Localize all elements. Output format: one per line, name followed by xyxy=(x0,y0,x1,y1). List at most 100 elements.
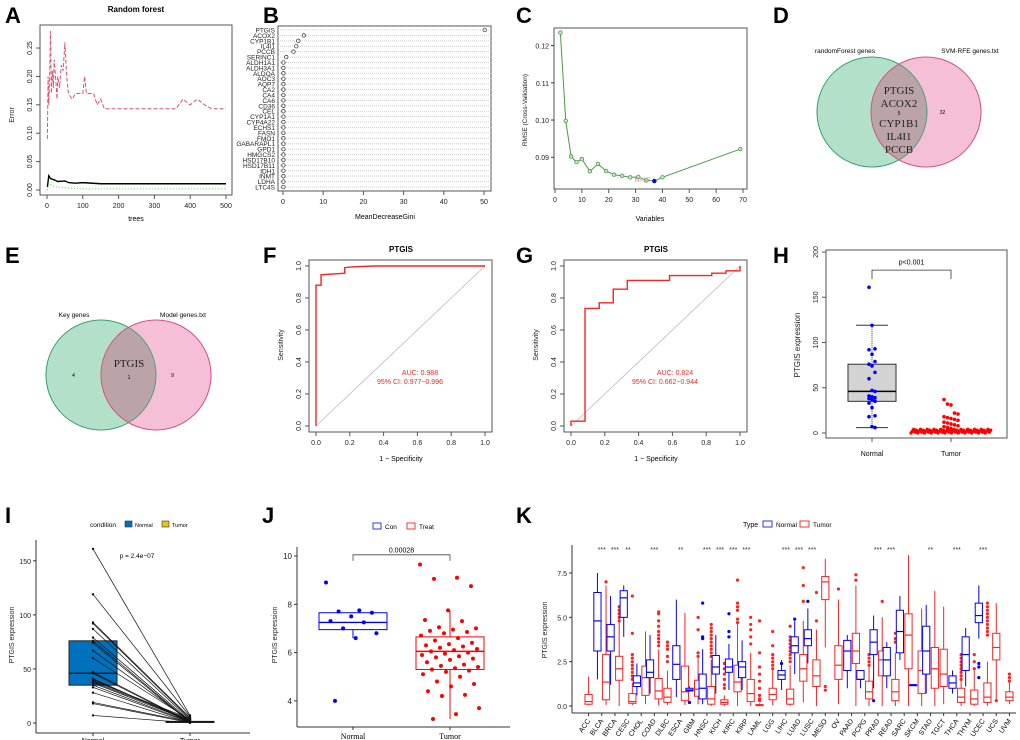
y-tick-label: 0.12 xyxy=(535,44,549,51)
normal-outlier xyxy=(793,617,797,621)
panel-label-a: A xyxy=(5,3,21,28)
significance-stars: *** xyxy=(742,547,750,554)
data-point xyxy=(467,668,471,673)
y-tick-label: 0.0 xyxy=(551,421,558,431)
x-tick-label-esca: ESCA xyxy=(668,718,685,738)
data-point xyxy=(341,626,346,631)
x-tick-label: 0.0 xyxy=(566,440,576,447)
tumor-box xyxy=(641,665,650,696)
data-point xyxy=(425,660,429,665)
y-tick-label: 0.05 xyxy=(27,155,34,169)
pair-line xyxy=(92,686,191,723)
data-point xyxy=(475,646,479,651)
data-point xyxy=(465,630,469,635)
y-tick-label: 0.2 xyxy=(551,389,558,399)
dot-fasn xyxy=(281,130,286,136)
x-tick-label: 50 xyxy=(685,197,693,204)
rmse-point xyxy=(738,146,743,152)
data-point xyxy=(438,645,442,650)
dot-il4i1 xyxy=(294,44,299,49)
dot-ldha xyxy=(281,179,286,184)
y-axis-label: PTGIS expression xyxy=(272,606,279,663)
data-point xyxy=(423,617,427,622)
tumor-outlier xyxy=(985,605,990,609)
legend-swatch-tumor xyxy=(799,520,810,528)
normal-box xyxy=(948,675,957,689)
normal-box xyxy=(790,636,799,654)
rmse-point xyxy=(660,175,665,180)
gene-label: PCCB xyxy=(257,49,275,56)
significance-bracket xyxy=(352,554,451,561)
pair-point-normal xyxy=(91,691,95,694)
pair-line xyxy=(92,684,191,723)
gene-label: HSD17B11 xyxy=(243,163,275,170)
normal-box xyxy=(672,645,681,680)
data-point xyxy=(870,405,874,410)
tumor-outlier xyxy=(630,667,634,671)
tumor-outlier xyxy=(722,686,726,690)
tumor-outlier xyxy=(836,587,841,591)
dot-idh1 xyxy=(281,168,286,173)
x-axis-label: Variables xyxy=(636,216,665,223)
tumor-outlier xyxy=(696,651,700,655)
dot-hmgcs2 xyxy=(281,152,286,157)
tumor-outlier xyxy=(1007,672,1012,676)
tumor-outlier xyxy=(630,660,634,664)
data-point xyxy=(361,620,366,625)
panel-label-i: I xyxy=(5,503,12,528)
data-point xyxy=(421,672,425,677)
data-point xyxy=(873,359,877,364)
normal-outlier xyxy=(727,612,731,616)
x-tick-label-ucs: UCS xyxy=(986,718,1000,734)
tumor-box xyxy=(663,687,672,703)
data-point xyxy=(452,648,456,653)
tumor-outlier xyxy=(854,578,858,582)
pair-point-normal xyxy=(91,714,95,717)
data-point xyxy=(448,657,452,662)
tumor-outlier xyxy=(985,626,990,630)
dot-ltc4s xyxy=(281,184,286,190)
x-tick-label: 1.0 xyxy=(480,440,490,447)
venn-count-right: 9 xyxy=(171,373,174,379)
plot-frame xyxy=(277,25,492,192)
significance-stars: ** xyxy=(625,547,631,554)
significance-stars: *** xyxy=(795,547,803,554)
data-point xyxy=(955,428,959,432)
x-axis-label: 1 − Specificity xyxy=(634,456,678,463)
dot-cel xyxy=(281,109,286,114)
y-tick-label: 0.2 xyxy=(296,389,303,399)
rmse-point xyxy=(587,169,593,174)
data-point xyxy=(949,426,953,431)
pair-line xyxy=(92,715,191,724)
tumor-box xyxy=(786,688,795,705)
data-point xyxy=(476,665,480,670)
data-point xyxy=(867,396,871,401)
gene-label: CEL xyxy=(262,109,275,116)
pair-line xyxy=(92,702,191,723)
plot-frame xyxy=(563,259,748,433)
tumor-outlier xyxy=(823,688,827,692)
normal-outlier xyxy=(977,665,981,669)
tumor-box xyxy=(891,678,900,702)
y-tick-label: 0.8 xyxy=(551,293,558,303)
rmse-point xyxy=(574,159,579,165)
significance-stars: *** xyxy=(611,547,619,554)
venn-set-label-left: Key genes xyxy=(59,312,90,319)
tumor-outlier xyxy=(757,693,762,697)
dot-ca6 xyxy=(281,98,286,103)
x-tick-label-laml: LAML xyxy=(747,718,763,737)
y-tick-label: 0.09 xyxy=(535,155,549,162)
dot-hsd17b11 xyxy=(281,163,286,168)
y-tick-label: 2.5 xyxy=(557,660,567,667)
data-point xyxy=(453,666,457,671)
data-point xyxy=(949,416,953,421)
gene-label: CA4 xyxy=(262,92,275,99)
dot-pccb xyxy=(291,49,296,54)
x-tick-label: 0.8 xyxy=(446,440,456,447)
data-point xyxy=(466,650,470,655)
tumor-outlier xyxy=(985,601,990,605)
tumor-outlier xyxy=(985,633,990,637)
legend-label-normal: Normal xyxy=(776,522,798,529)
tumor-box xyxy=(654,678,663,700)
tumor-outlier xyxy=(757,619,762,623)
